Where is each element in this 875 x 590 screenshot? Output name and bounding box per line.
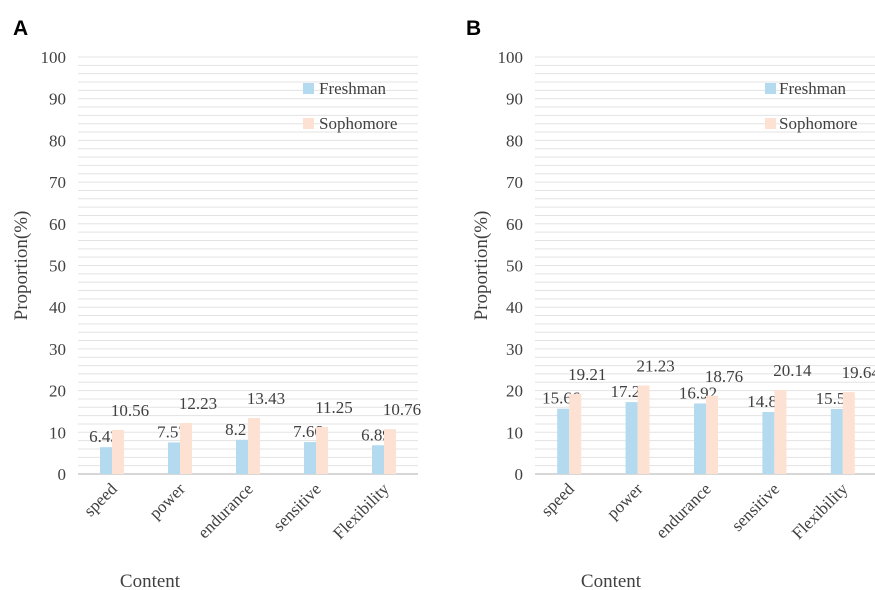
bar-sophomore bbox=[774, 390, 787, 474]
y-tick-label: 40 bbox=[506, 298, 523, 317]
bar-freshman bbox=[100, 447, 112, 474]
y-tick-label: 40 bbox=[49, 298, 66, 317]
y-tick-label: 10 bbox=[506, 423, 523, 442]
x-tick-label: sensitive bbox=[269, 479, 325, 535]
data-label: 19.64 bbox=[842, 363, 875, 382]
chart-panel-b: B0102030405060708090100Proportion(%)15.6… bbox=[466, 17, 875, 590]
y-tick-label: 80 bbox=[506, 131, 523, 150]
x-tick-label: endurance bbox=[652, 479, 715, 542]
legend-swatch-freshman bbox=[765, 83, 776, 94]
data-label: 7.66 bbox=[293, 422, 323, 441]
x-axis-title: Content bbox=[120, 571, 181, 590]
bar-sophomore bbox=[180, 423, 192, 474]
y-tick-label: 20 bbox=[49, 382, 66, 401]
x-tick-label: power bbox=[603, 479, 647, 523]
data-label: 6.43 bbox=[89, 427, 119, 446]
legend-label-sophomore: Sophomore bbox=[779, 114, 857, 133]
bar-sophomore bbox=[706, 395, 718, 474]
y-tick-label: 60 bbox=[49, 215, 66, 234]
bar-sophomore bbox=[316, 427, 328, 474]
bar-sophomore bbox=[248, 417, 260, 474]
data-label: 12.23 bbox=[179, 394, 217, 413]
y-tick-label: 70 bbox=[506, 173, 523, 192]
y-tick-label: 80 bbox=[49, 131, 66, 150]
data-label: 10.56 bbox=[111, 401, 149, 420]
legend-label-freshman: Freshman bbox=[319, 79, 387, 98]
y-tick-label: 50 bbox=[49, 257, 66, 276]
bar-freshman bbox=[625, 402, 638, 474]
data-label: 21.23 bbox=[636, 356, 674, 375]
bar-freshman bbox=[168, 442, 180, 474]
bar-sophomore bbox=[384, 429, 396, 474]
x-tick-label: Flexibility bbox=[788, 479, 852, 543]
data-label: 8.21 bbox=[225, 420, 255, 439]
y-tick-label: 0 bbox=[515, 465, 524, 484]
data-label: 10.76 bbox=[383, 400, 421, 419]
y-tick-label: 10 bbox=[49, 423, 66, 442]
y-axis-title: Proportion(%) bbox=[471, 211, 492, 321]
y-tick-label: 20 bbox=[506, 382, 523, 401]
bar-freshman bbox=[304, 442, 316, 474]
y-tick-label: 0 bbox=[58, 465, 67, 484]
legend-label-sophomore: Sophomore bbox=[319, 114, 397, 133]
legend-swatch-freshman bbox=[303, 83, 314, 94]
x-tick-label: speed bbox=[537, 479, 578, 520]
y-tick-label: 100 bbox=[41, 48, 67, 67]
data-label: 18.76 bbox=[705, 367, 743, 386]
y-tick-label: 50 bbox=[506, 257, 523, 276]
x-tick-label: endurance bbox=[194, 479, 257, 542]
bar-sophomore bbox=[842, 392, 855, 474]
x-tick-label: Flexibility bbox=[329, 479, 393, 543]
panel-letter: A bbox=[13, 17, 28, 40]
bar-freshman bbox=[372, 445, 384, 474]
y-axis-title: Proportion(%) bbox=[11, 211, 32, 321]
data-label: 13.43 bbox=[247, 389, 285, 408]
data-label: 6.89 bbox=[361, 425, 391, 444]
bar-sophomore bbox=[637, 385, 650, 474]
bar-freshman bbox=[236, 439, 248, 474]
legend-swatch-sophomore bbox=[765, 118, 776, 129]
bar-freshman bbox=[830, 408, 843, 474]
data-label: 19.21 bbox=[568, 365, 606, 384]
bar-freshman bbox=[762, 411, 775, 474]
bar-freshman bbox=[694, 403, 706, 474]
y-tick-label: 30 bbox=[49, 340, 66, 359]
bar-freshman bbox=[557, 408, 570, 474]
panel-letter: B bbox=[466, 17, 481, 40]
x-tick-label: sensitive bbox=[728, 479, 784, 535]
x-axis-title: Content bbox=[581, 571, 642, 590]
y-tick-label: 30 bbox=[506, 340, 523, 359]
chart-panel-a: A 0 10 20 30 40 50 60 70 80 90 100 Proportion(%) 6.43… bbox=[11, 17, 421, 590]
y-tick-label: 90 bbox=[49, 90, 66, 109]
x-tick-label: speed bbox=[80, 479, 121, 520]
legend-swatch-sophomore bbox=[303, 118, 314, 129]
data-label: 11.25 bbox=[315, 398, 353, 417]
bar-sophomore bbox=[112, 429, 124, 474]
bar-sophomore bbox=[569, 393, 582, 474]
data-label: 7.57 bbox=[157, 422, 187, 441]
y-tick-label: 70 bbox=[49, 173, 66, 192]
x-tick-label: power bbox=[145, 479, 189, 523]
y-tick-label: 90 bbox=[506, 90, 523, 109]
data-label: 20.14 bbox=[773, 361, 812, 380]
y-tick-label: 60 bbox=[506, 215, 523, 234]
legend-label-freshman: Freshman bbox=[779, 79, 847, 98]
y-tick-label: 100 bbox=[498, 48, 524, 67]
